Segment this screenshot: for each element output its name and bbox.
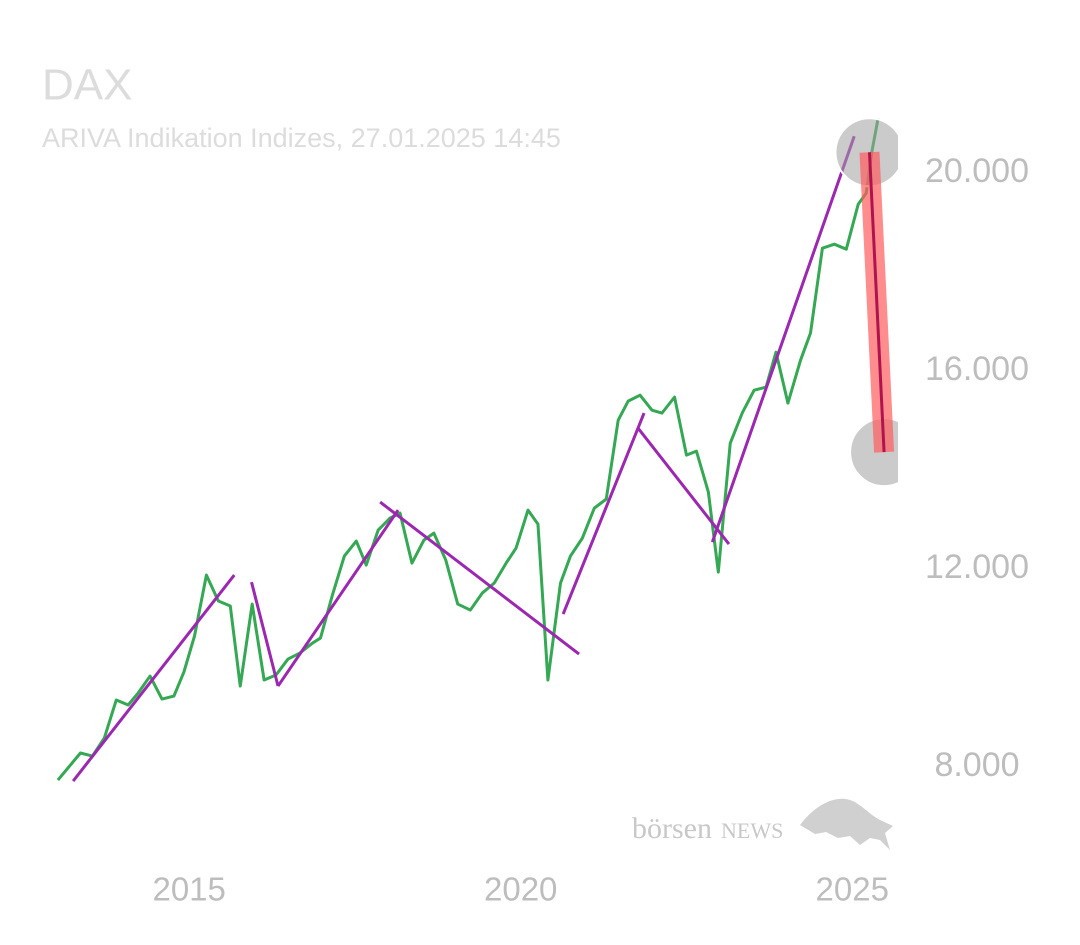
x-tick-label: 2025 xyxy=(816,871,889,908)
y-tick-label: 12.000 xyxy=(925,548,1029,586)
watermark: börsen NEWS xyxy=(632,798,893,850)
y-tick-label: 20.000 xyxy=(925,152,1029,190)
x-tick-label: 2015 xyxy=(152,871,225,908)
watermark-text: NEWS xyxy=(721,818,783,843)
trend-line xyxy=(379,500,580,656)
y-tick-label: 8.000 xyxy=(934,746,1019,784)
trend-line xyxy=(71,574,236,782)
trend-line xyxy=(250,581,280,687)
trend-line xyxy=(561,412,646,615)
watermark-text: börsen xyxy=(632,812,712,845)
y-tick-label: 16.000 xyxy=(925,350,1029,388)
chart-title: DAX xyxy=(42,61,132,110)
trend-line xyxy=(636,427,731,546)
trend-line xyxy=(276,509,400,687)
highlight-line xyxy=(867,152,886,453)
x-tick-label: 2020 xyxy=(484,871,557,908)
price-line xyxy=(56,117,880,781)
trend-line xyxy=(710,135,856,543)
chart-subtitle: ARIVA Indikation Indizes, 27.01.2025 14:… xyxy=(42,123,561,153)
plot-area xyxy=(56,117,898,782)
watermark-bull xyxy=(800,798,893,850)
